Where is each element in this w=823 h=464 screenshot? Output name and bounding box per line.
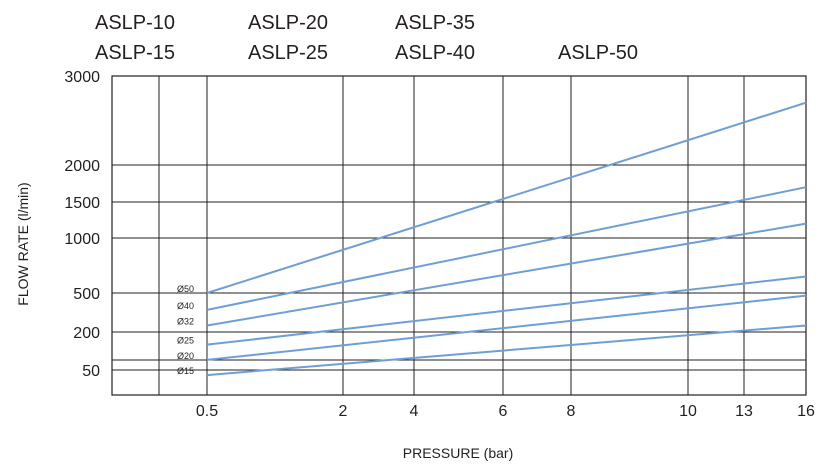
series-line-3 [206,222,807,327]
grid [111,75,807,396]
model-label-aslp-25: ASLP-25 [248,42,329,64]
model-label-aslp-50: ASLP-50 [558,42,639,64]
series-line-1 [206,101,807,294]
model-label-aslp-40: ASLP-40 [395,42,476,64]
series-label-5: Ø20 [177,351,194,361]
series-line-2 [206,186,807,311]
series-line-4 [206,275,807,346]
model-label-aslp-15: ASLP-15 [95,42,176,64]
y-tick-label: 500 [73,286,100,303]
series-lines: Ø50 Ø40 Ø32 Ø25 Ø20 Ø15 [177,101,807,377]
x-tick-label: 16 [797,403,815,420]
y-tick-label: 1000 [64,231,100,248]
x-axis-title: PRESSURE (bar) [403,445,513,461]
x-tick-label: 10 [679,403,697,420]
model-label-aslp-10: ASLP-10 [95,12,176,34]
series-label-1: Ø50 [177,284,194,294]
plot-frame [111,75,807,396]
tick-labels: 0.5 2 4 6 8 10 13 16 3000 2000 1500 1000 500 200 50 [64,69,815,420]
series-line-5 [206,294,807,361]
series-label-3: Ø32 [177,317,194,327]
series-label-4: Ø25 [177,336,194,346]
y-tick-label: 200 [73,325,100,342]
x-tick-label: 4 [410,403,419,420]
y-tick-label: 1500 [64,195,100,212]
y-tick-label: 2000 [64,158,100,175]
series-line-6 [206,324,807,377]
x-tick-label: 8 [567,403,576,420]
model-label-aslp-35: ASLP-35 [395,12,476,34]
x-tick-label: 2 [339,403,348,420]
series-label-6: Ø15 [177,366,194,376]
model-label-aslp-20: ASLP-20 [248,12,329,34]
y-tick-label: 50 [82,363,100,380]
x-tick-label: 13 [735,403,753,420]
x-tick-label: 6 [499,403,508,420]
y-axis-title: FLOW RATE (l/min) [15,182,31,305]
x-tick-label: 0.5 [196,403,218,420]
y-tick-label: 3000 [64,69,100,86]
series-label-2: Ø40 [177,301,194,311]
